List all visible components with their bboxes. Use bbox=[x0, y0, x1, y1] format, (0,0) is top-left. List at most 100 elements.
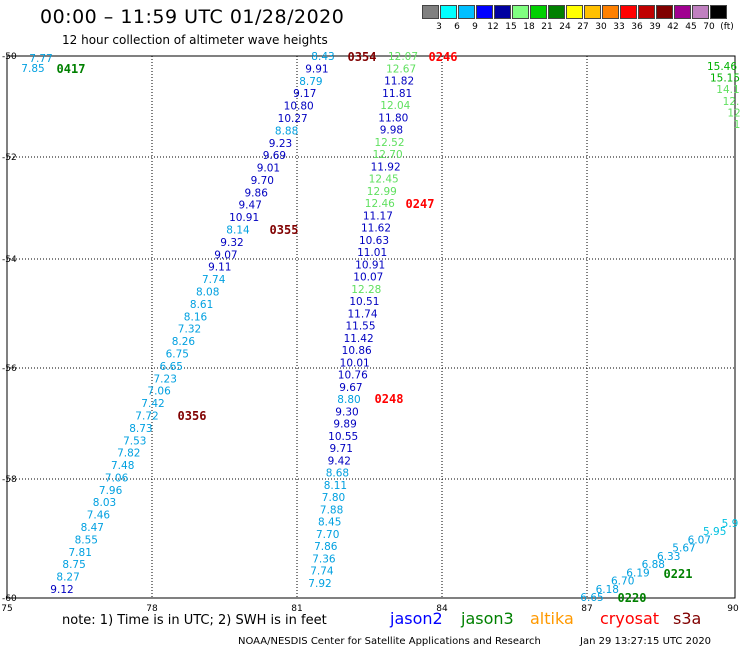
legend-swatch bbox=[440, 5, 457, 19]
legend-label: 18 bbox=[523, 22, 535, 32]
pass-time-label: 0248 bbox=[375, 392, 404, 406]
wave-height-value: 6.65 bbox=[160, 361, 183, 373]
pass-time-label: 0221 bbox=[664, 567, 693, 581]
legend-label: 42 bbox=[667, 22, 679, 32]
legend-label: 33 bbox=[613, 22, 625, 32]
wave-height-value: 8.75 bbox=[62, 559, 85, 571]
wave-height-value: 8.11 bbox=[324, 480, 347, 492]
wave-height-value: 7.96 bbox=[99, 485, 123, 497]
wave-height-value: 9.91 bbox=[305, 63, 328, 75]
wave-height-value: 7.32 bbox=[178, 324, 201, 336]
wave-height-value: 10.51 bbox=[349, 296, 379, 308]
wave-height-value: 12 bbox=[727, 107, 740, 119]
wave-height-value: 11.92 bbox=[371, 161, 401, 173]
wave-height-value: 12.45 bbox=[369, 174, 399, 186]
wave-height-value: 9.07 bbox=[214, 249, 237, 261]
wave-height-value: 8.61 bbox=[190, 299, 213, 311]
x-tick-label: 90 bbox=[727, 604, 739, 614]
legend-swatch bbox=[674, 5, 691, 19]
wave-height-value: 9.17 bbox=[293, 88, 316, 100]
wave-height-value: 11.74 bbox=[347, 308, 377, 320]
y-tick-label: -50 bbox=[2, 52, 17, 62]
wave-height-value: 9.70 bbox=[251, 175, 274, 187]
legend-label: (ft) bbox=[720, 22, 734, 32]
wave-height-value: 8.68 bbox=[326, 468, 349, 480]
wave-height-value: 8.43 bbox=[311, 51, 334, 63]
wave-height-value: 10.01 bbox=[340, 357, 370, 369]
wave-height-value: 9.47 bbox=[239, 200, 262, 212]
wave-height-value: 7.86 bbox=[314, 541, 338, 553]
wave-height-value: 6.19 bbox=[626, 567, 649, 579]
wave-height-value: 11.01 bbox=[357, 247, 387, 259]
wave-height-value: 11.62 bbox=[361, 223, 391, 235]
wave-height-value: 9.12 bbox=[50, 584, 73, 596]
wave-height-value: 10.76 bbox=[338, 370, 368, 382]
pass-time-label: 0246 bbox=[429, 50, 458, 64]
y-tick-label: -54 bbox=[2, 255, 17, 265]
wave-height-value: 12.07 bbox=[388, 51, 418, 63]
wave-height-value: 7.88 bbox=[320, 505, 343, 517]
legend-label: 24 bbox=[559, 22, 571, 32]
wave-height-value: 14.1 bbox=[716, 84, 739, 96]
legend-label: 3 bbox=[436, 22, 442, 32]
wave-height-value: 8.88 bbox=[275, 125, 298, 137]
wave-height-value: 8.03 bbox=[93, 497, 116, 509]
pass-time-label: 0355 bbox=[270, 223, 299, 237]
wave-height-value: 9.11 bbox=[208, 262, 231, 274]
wave-height-value: 9.23 bbox=[269, 138, 292, 150]
legend-label: 45 bbox=[685, 22, 697, 32]
legend-swatch bbox=[656, 5, 673, 19]
x-tick-label: 84 bbox=[436, 604, 448, 614]
wave-height-value: 7.81 bbox=[69, 547, 92, 559]
footer-note: note: 1) Time is in UTC; 2) SWH is in fe… bbox=[62, 613, 327, 628]
legend-label: 15 bbox=[505, 22, 517, 32]
legend-label: 27 bbox=[577, 22, 589, 32]
wave-height-value: 12.28 bbox=[351, 284, 381, 296]
wave-height-value: 9.67 bbox=[339, 382, 362, 394]
wave-height-value: 9.30 bbox=[335, 406, 358, 418]
wave-height-value: 11.80 bbox=[378, 112, 408, 124]
wave-height-value: 8.47 bbox=[81, 522, 104, 534]
wave-height-value: 9.32 bbox=[220, 237, 243, 249]
wave-height-value: 9.42 bbox=[328, 455, 351, 467]
wave-height-value: 10.86 bbox=[342, 345, 372, 357]
x-tick-label: 87 bbox=[581, 604, 592, 614]
axis-ticks: 75 78 81 84 87 90 -50 -52 -54 -56 -58 -60 bbox=[1, 52, 739, 614]
legend-label: 36 bbox=[631, 22, 643, 32]
y-tick-label: -58 bbox=[2, 475, 17, 485]
wave-height-value: 8.55 bbox=[75, 534, 98, 546]
wave-height-value: 8.73 bbox=[129, 423, 152, 435]
pass-time-label: 0417 bbox=[57, 62, 86, 76]
legend-swatch bbox=[530, 5, 547, 19]
wave-height-value: 7.46 bbox=[87, 510, 111, 522]
legend-swatch bbox=[566, 5, 583, 19]
legend-swatch bbox=[458, 5, 475, 19]
wave-height-value: 10.91 bbox=[355, 259, 385, 271]
legend-swatch bbox=[692, 5, 709, 19]
wave-height-value: 7.06 bbox=[105, 472, 129, 484]
x-tick-label: 81 bbox=[291, 604, 302, 614]
wave-height-value: 11.17 bbox=[363, 210, 393, 222]
wave-height-value: 8.08 bbox=[196, 287, 219, 299]
wave-height-value: 5.67 bbox=[672, 543, 695, 555]
legend-label: 12 bbox=[487, 22, 499, 32]
wave-height-value: 10.07 bbox=[353, 272, 383, 284]
legend-swatch bbox=[602, 5, 619, 19]
wave-height-value: 9.71 bbox=[330, 443, 353, 455]
x-tick-label: 75 bbox=[1, 604, 12, 614]
legend-swatch bbox=[512, 5, 529, 19]
wave-height-value: 6.18 bbox=[596, 584, 619, 596]
wave-height-value: 10.80 bbox=[284, 101, 314, 113]
wave-height-value: 7.74 bbox=[310, 566, 334, 578]
wave-height-value: 8.16 bbox=[184, 311, 208, 323]
satellite-tracks: 8.439.918.799.1710.8010.278.889.239.699.… bbox=[21, 51, 740, 604]
wave-height-value: 7.80 bbox=[322, 492, 345, 504]
wave-height-value: 12.52 bbox=[374, 137, 404, 149]
wave-height-value: 10.63 bbox=[359, 235, 389, 247]
satellite-name-jason2: jason2 bbox=[390, 609, 443, 628]
wave-height-value: 12.46 bbox=[365, 198, 395, 210]
wave-height-value: 7.36 bbox=[312, 554, 336, 566]
wave-height-value: 11.81 bbox=[382, 88, 412, 100]
wave-height-value: 6.33 bbox=[657, 551, 680, 563]
